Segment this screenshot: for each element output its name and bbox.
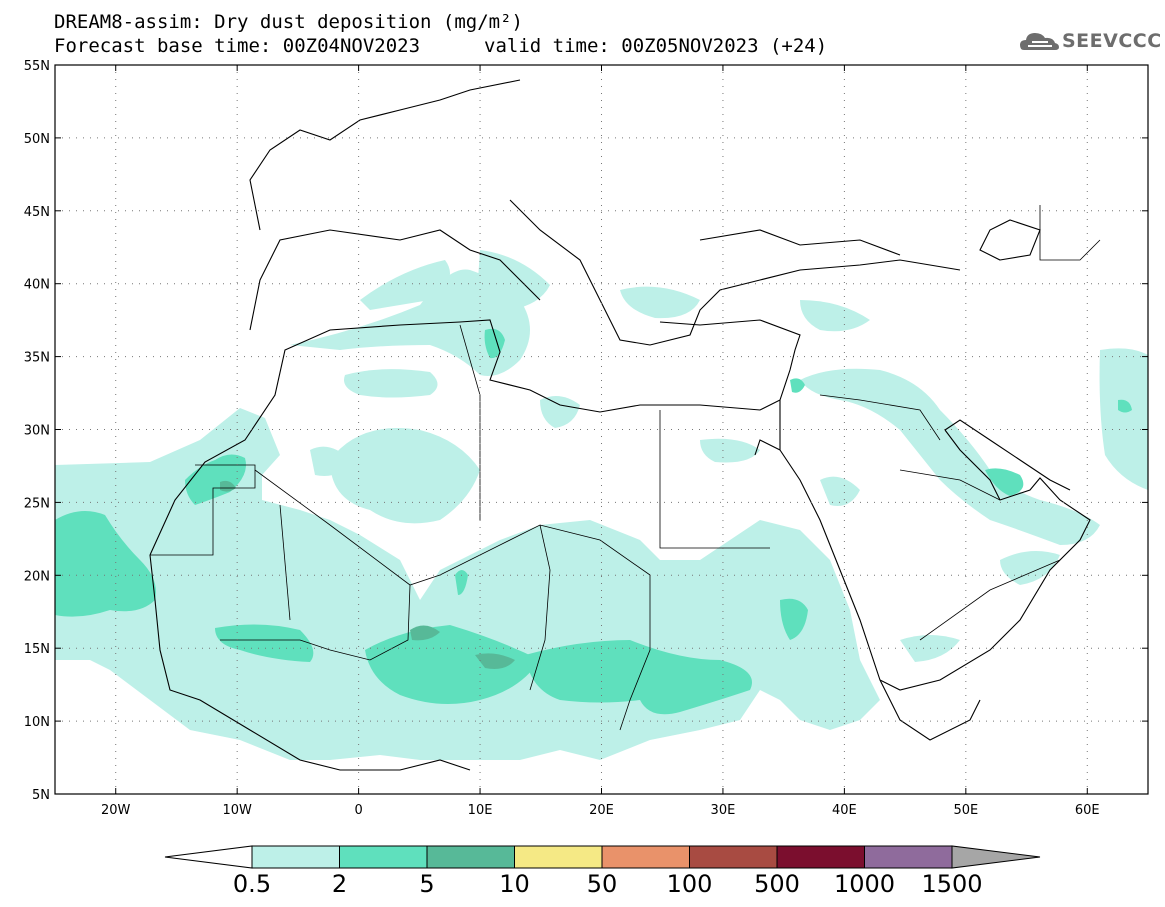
lon-tick-label: 60E — [1075, 803, 1100, 818]
colorbar-swatch — [601, 845, 690, 869]
lon-tick-label: 20E — [589, 803, 614, 818]
colorbar-level-label: 0.5 — [232, 870, 272, 898]
colorbar-level-label: 100 — [666, 870, 713, 898]
lat-tick-label: 45N — [24, 205, 50, 220]
lat-tick-label: 40N — [24, 278, 50, 293]
valid-time: valid time: 00Z05NOV2023 (+24) — [484, 35, 828, 57]
colorbar-low-arrow — [164, 845, 253, 869]
lat-tick-label: 15N — [24, 642, 50, 657]
lat-tick-label: 35N — [24, 351, 50, 366]
colorbar-level-label: 2 — [331, 870, 348, 898]
colorbar-swatch — [426, 845, 515, 869]
dust-shading-dark — [220, 480, 515, 669]
axis-ticks — [55, 64, 1148, 795]
lat-tick-label: 30N — [24, 424, 50, 439]
lon-tick-label: 50E — [953, 803, 978, 818]
colorbar-high-arrow — [951, 845, 1041, 869]
forecast-base-time: Forecast base time: 00Z04NOV2023 — [54, 35, 421, 57]
lon-tick-label: 20W — [101, 803, 131, 818]
colorbar-level-label: 500 — [754, 870, 800, 898]
country-borders — [150, 205, 1101, 731]
lon-tick-label: 10E — [468, 803, 493, 818]
lat-tick-label: 5N — [32, 788, 50, 803]
colorbar-swatch — [864, 845, 953, 869]
lon-tick-label: 10W — [222, 803, 252, 818]
lon-tick-label: 0 — [354, 803, 362, 818]
lat-tick-label: 20N — [24, 569, 50, 584]
lat-tick-label: 10N — [24, 715, 50, 730]
colorbar-level-label: 1500 — [921, 870, 983, 898]
cloud-icon — [1020, 33, 1059, 50]
logo-text: SEEVCCC — [1062, 30, 1162, 52]
map-title: DREAM8-assim: Dry dust deposition (mg/m²… — [54, 11, 523, 33]
lat-tick-label: 55N — [24, 59, 50, 74]
colorbar-swatch — [514, 845, 603, 869]
colorbar — [164, 845, 1041, 869]
colorbar-swatch — [339, 845, 428, 869]
graticule — [55, 65, 1148, 794]
lon-tick-label: 30E — [711, 803, 736, 818]
lon-tick-label: 40E — [832, 803, 857, 818]
coastlines — [149, 79, 1091, 771]
colorbar-level-label: 1000 — [833, 870, 896, 898]
colorbar-level-label: 50 — [586, 870, 618, 898]
colorbar-level-label: 10 — [499, 870, 530, 898]
colorbar-swatch — [776, 845, 865, 869]
lat-tick-label: 50N — [24, 132, 50, 147]
longitude-labels: 20W 10W 0 10E 20E 30E 40E 50E 60E — [101, 803, 1100, 818]
colorbar-swatch — [689, 845, 778, 869]
lat-tick-label: 25N — [24, 496, 50, 511]
latitude-labels: 55N 50N 45N 40N 35N 30N 25N 20N 15N 10N 5N — [24, 59, 50, 803]
colorbar-level-label: 5 — [419, 870, 435, 898]
dust-shading-medium — [55, 328, 1132, 715]
colorbar-swatch — [251, 845, 340, 869]
